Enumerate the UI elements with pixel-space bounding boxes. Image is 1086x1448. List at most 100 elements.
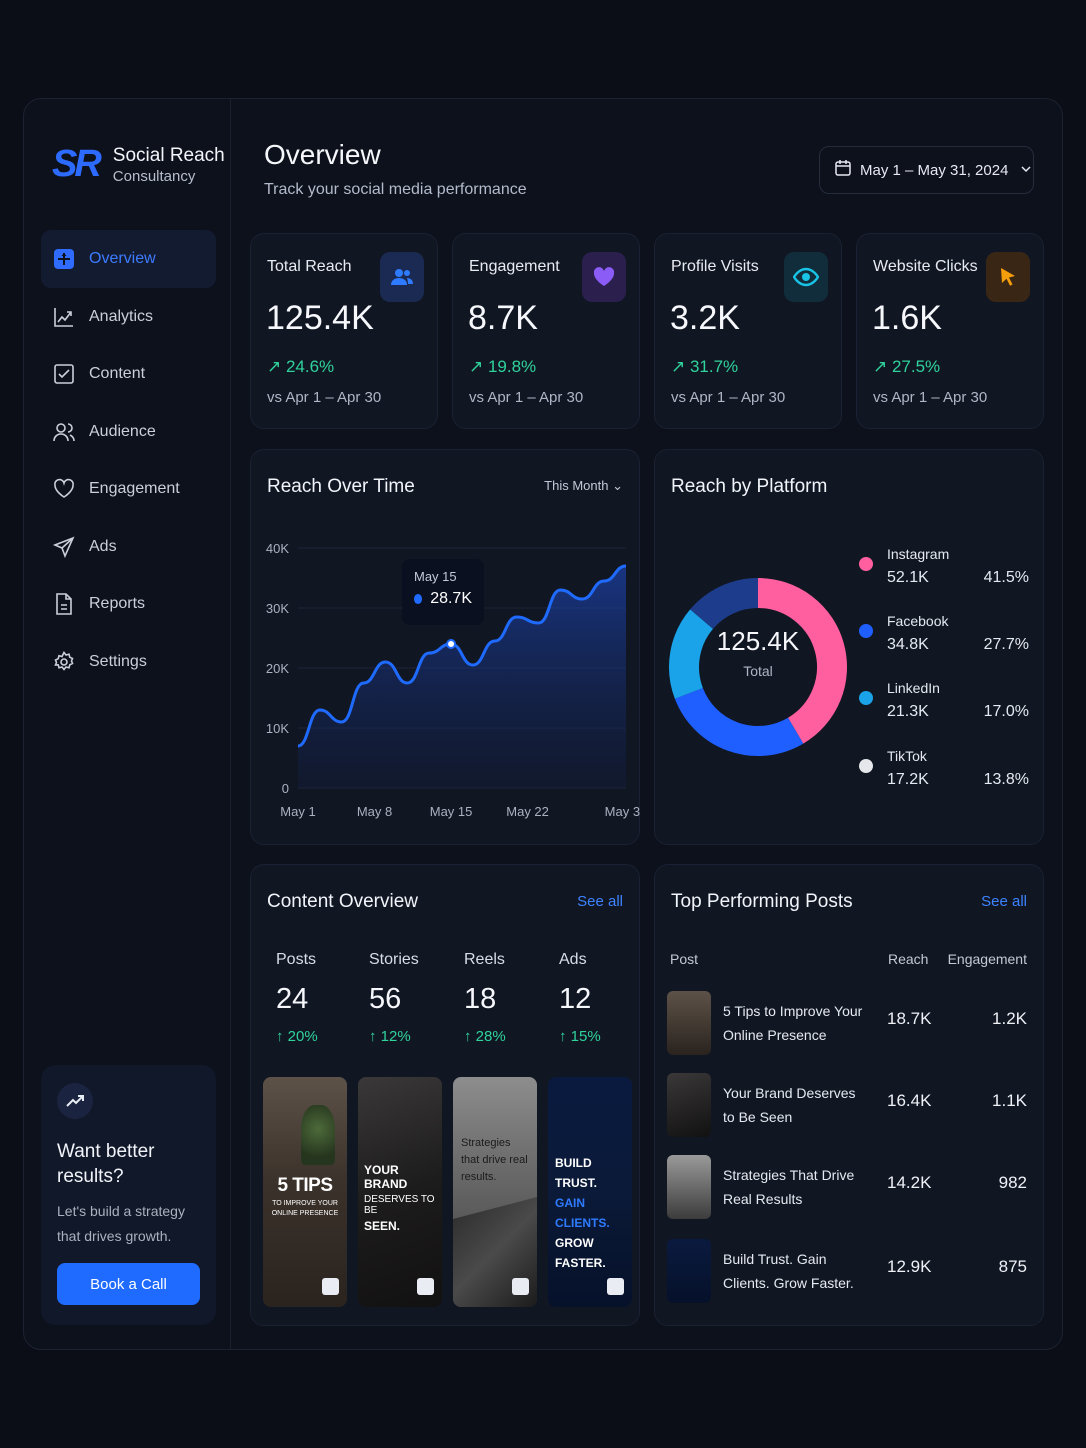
analytics-icon — [53, 306, 75, 328]
see-all-link[interactable]: See all — [981, 893, 1027, 910]
heart-icon — [53, 478, 75, 500]
table-row[interactable]: Strategies That Drive Real Results 14.2K… — [667, 1155, 1027, 1221]
kpi-compare: vs Apr 1 – Apr 30 — [671, 389, 786, 406]
reel-icon — [322, 1278, 339, 1295]
reach-line-chart[interactable]: 0 10K 20K 30K 40K May 1 May 8 May 15 May 22 May 3… — [251, 450, 641, 846]
content-overview-card: Content Overview See all Posts 24 ↑ 20% … — [250, 864, 640, 1326]
see-all-link[interactable]: See all — [577, 893, 623, 910]
kpi-card-total-reach[interactable]: Total Reach 125.4K ↗ 24.6% vs Apr 1 – Ap… — [250, 233, 438, 429]
plant-illustration — [301, 1105, 335, 1165]
donut-slice-instagram — [757, 578, 847, 744]
overview-icon — [53, 248, 75, 270]
heart-icon — [582, 252, 626, 302]
card-title: Top Performing Posts — [671, 891, 853, 912]
legend-item-instagram: Instagram 52.1K 41.5% — [859, 546, 1029, 596]
legend-percent: 41.5% — [983, 569, 1029, 586]
thumb-headline: 5 TIPS — [277, 1175, 333, 1196]
sidebar-item-settings[interactable]: Settings — [41, 633, 216, 691]
legend-value: 34.8K — [887, 636, 929, 653]
thumb-subline: SEEN. — [364, 1219, 401, 1233]
brand-name: Social Reach — [112, 145, 225, 166]
users-icon — [380, 252, 424, 302]
content-thumbnail[interactable]: Strategies that drive real results. — [453, 1077, 537, 1307]
sidebar: SR Social Reach Consultancy Overview Ana… — [24, 99, 231, 1349]
trending-up-icon — [57, 1083, 93, 1119]
sidebar-item-label: Settings — [89, 652, 147, 670]
promo-text: Let's build a strategy that drives growt… — [57, 1203, 185, 1244]
table-row[interactable]: Your Brand Deserves to Be Seen 16.4K 1.1… — [667, 1073, 1027, 1139]
post-title: Build Trust. Gain Clients. Grow Faster. — [723, 1251, 854, 1291]
sidebar-item-analytics[interactable]: Analytics — [41, 288, 216, 346]
thumb-headline: Strategies that drive real results. — [461, 1137, 528, 1183]
series-line — [297, 564, 627, 748]
column-header-reach[interactable]: Reach — [888, 951, 929, 967]
donut-total-label: Total — [743, 662, 773, 679]
image-icon — [417, 1278, 434, 1295]
legend-dot — [859, 691, 873, 705]
kpi-card-profile-visits[interactable]: Profile Visits 3.2K ↗ 31.7% vs Apr 1 – A… — [654, 233, 842, 429]
content-stat-reels: Reels 18 ↑ 28% — [454, 951, 534, 1045]
column-header-engagement[interactable]: Engagement — [947, 951, 1027, 967]
chevron-down-icon: ⌄ — [612, 478, 623, 493]
brand-subtitle: Consultancy — [112, 168, 196, 185]
table-row[interactable]: 5 Tips to Improve Your Online Presence 1… — [667, 991, 1027, 1057]
post-engagement: 982 — [998, 1173, 1027, 1192]
content-thumbnail[interactable]: 5 TIPS TO IMPROVE YOUR ONLINE PRESENCE — [263, 1077, 347, 1307]
y-tick-label: 10K — [266, 721, 289, 736]
promo-title: Want better results? — [57, 1141, 155, 1187]
brand-logo: SR — [52, 143, 102, 185]
range-select[interactable]: This Month ⌄ — [544, 478, 623, 494]
chart-tooltip: May 15 28.7K — [402, 559, 484, 625]
kpi-label: Profile Visits — [671, 258, 759, 275]
sidebar-item-content[interactable]: Content — [41, 346, 216, 404]
content-thumbnail[interactable]: BUILD TRUST. GAIN CLIENTS. GROW FASTER. — [548, 1077, 632, 1307]
date-range-picker[interactable]: May 1 – May 31, 2024 — [819, 146, 1034, 194]
image-icon — [607, 1278, 624, 1295]
sidebar-item-reports[interactable]: Reports — [41, 576, 216, 634]
stat-label: Stories — [369, 951, 419, 968]
thumb-subline: GROW FASTER. — [555, 1236, 606, 1270]
content-icon — [53, 363, 75, 385]
kpi-card-website-clicks[interactable]: Website Clicks 1.6K ↗ 27.5% vs Apr 1 – A… — [856, 233, 1044, 429]
sidebar-nav: Overview Analytics Content Audience — [41, 230, 216, 691]
kpi-card-engagement[interactable]: Engagement 8.7K ↗ 19.8% vs Apr 1 – Apr 3… — [452, 233, 640, 429]
sidebar-item-engagement[interactable]: Engagement — [41, 461, 216, 519]
stat-change: ↑ 28% — [464, 1028, 506, 1045]
stat-value: 18 — [464, 983, 497, 1015]
stat-label: Posts — [276, 951, 317, 968]
stat-change: ↑ 20% — [276, 1028, 318, 1045]
gear-icon — [53, 650, 75, 673]
x-tick-label: May 8 — [357, 804, 392, 819]
kpi-change: ↗ 31.7% — [671, 357, 739, 376]
y-tick-label: 0 — [282, 781, 289, 796]
legend-value: 21.3K — [887, 703, 929, 720]
sidebar-item-ads[interactable]: Ads — [41, 518, 216, 576]
sidebar-item-label: Engagement — [89, 480, 180, 498]
sidebar-item-label: Ads — [89, 537, 117, 555]
card-title: Reach Over Time — [267, 476, 415, 497]
sidebar-item-overview[interactable]: Overview — [41, 230, 216, 288]
brand[interactable]: SR Social Reach Consultancy — [52, 143, 225, 186]
thumb-subline: DESERVES TO BE — [364, 1194, 435, 1216]
donut-slice-tiktok — [690, 578, 759, 630]
kpi-value: 3.2K — [670, 299, 740, 337]
post-title: Strategies That Drive Real Results — [723, 1167, 855, 1207]
thumb-headline: BUILD TRUST. — [555, 1156, 597, 1190]
book-call-button[interactable]: Book a Call — [57, 1263, 200, 1305]
kpi-value: 125.4K — [266, 299, 374, 337]
post-thumbnail — [667, 1239, 711, 1303]
audience-icon — [53, 421, 75, 443]
content-stat-ads: Ads 12 ↑ 15% — [549, 951, 629, 1045]
legend-percent: 27.7% — [983, 636, 1029, 653]
y-tick-label: 30K — [266, 601, 289, 616]
legend-item-facebook: Facebook 34.8K 27.7% — [859, 613, 1029, 663]
content-thumbnail[interactable]: YOUR BRAND DESERVES TO BE SEEN. — [358, 1077, 442, 1307]
donut-total: 125.4K — [716, 625, 800, 656]
legend-name: LinkedIn — [887, 680, 940, 696]
kpi-value: 8.7K — [468, 299, 538, 337]
content-stat-stories: Stories 56 ↑ 12% — [359, 951, 439, 1045]
table-row[interactable]: Build Trust. Gain Clients. Grow Faster. … — [667, 1239, 1027, 1305]
sidebar-item-audience[interactable]: Audience — [41, 403, 216, 461]
platform-donut-chart[interactable] — [655, 450, 1045, 846]
legend-name: Facebook — [887, 613, 949, 629]
